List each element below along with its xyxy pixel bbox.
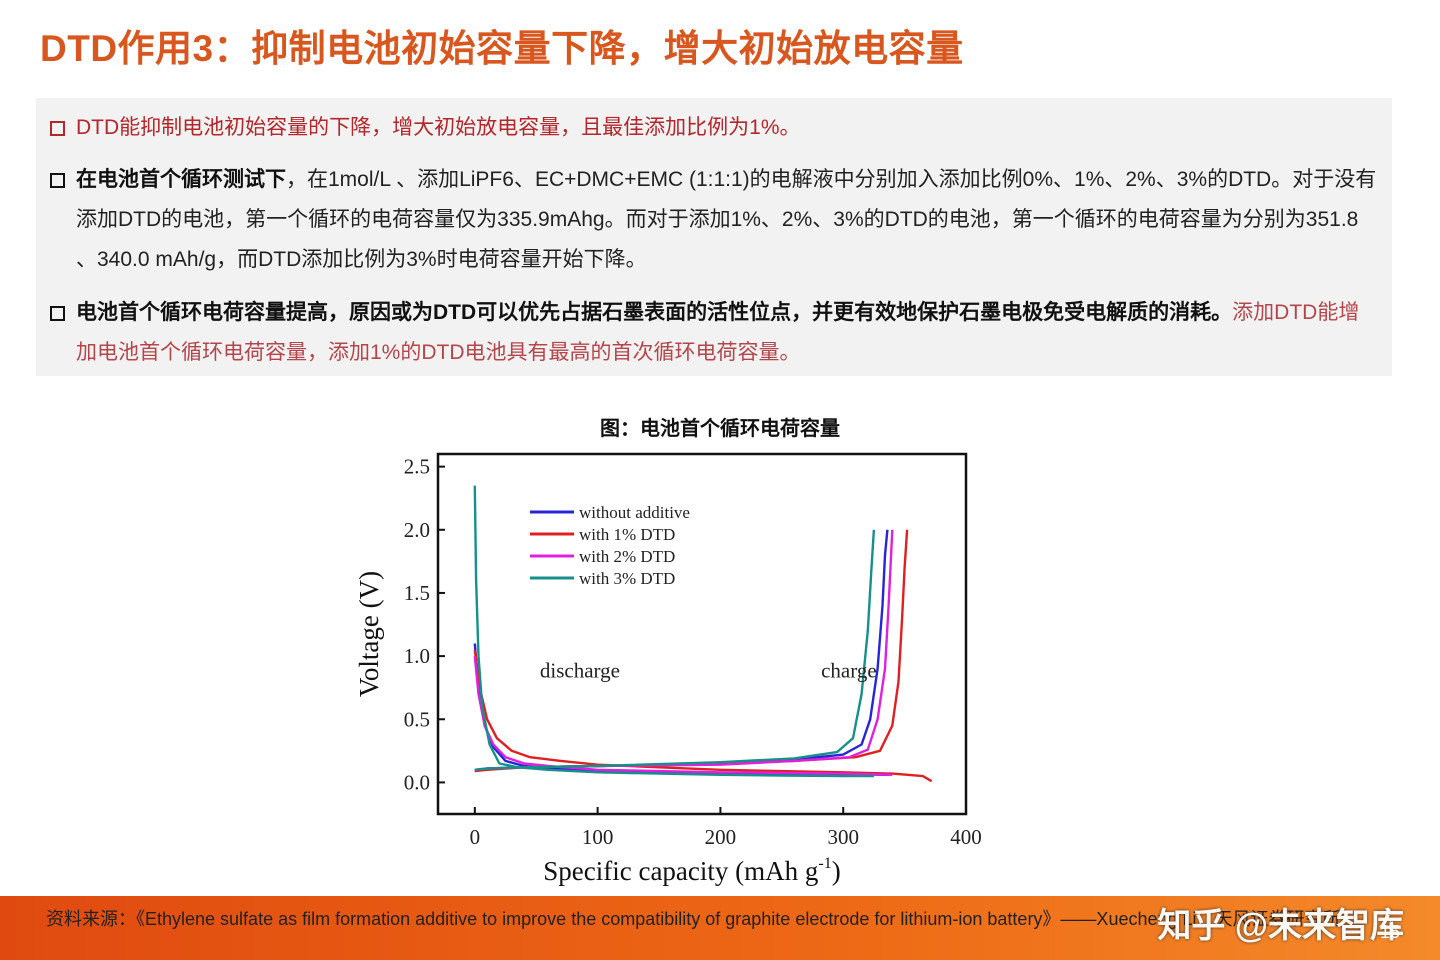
annotation-charge: charge (821, 659, 877, 683)
y-tick-label: 1.0 (404, 644, 430, 668)
plot-frame (436, 452, 968, 816)
bullet-3-highlight: 添加DTD能增加电池首个循环电荷容量，添加1%的DTD电池具有最高的首次循环电荷… (76, 301, 1360, 364)
x-axis-label-close: ) (832, 856, 841, 886)
y-tick-label: 2.5 (404, 455, 430, 479)
series-line-4-discharge (473, 485, 874, 778)
y-tick-label: 1.5 (404, 581, 430, 605)
info-box: DTD能抑制电池初始容量的下降，增大初始放电容量，且最佳添加比例为1%。 在电池… (36, 98, 1392, 376)
series-line-2-discharge (473, 649, 933, 783)
x-axis-label: Specific capacity (mAh g-1) (543, 855, 840, 886)
legend-label: with 1% DTD (579, 525, 675, 544)
square-bullet-icon (50, 306, 65, 321)
x-tick-label: 300 (827, 825, 859, 849)
x-tick-label: 100 (582, 825, 614, 849)
legend-label: without additive (579, 503, 690, 522)
bullet-3: 电池首个循环电荷容量提高，原因或为DTD可以优先占据石墨表面的活性位点，并更有效… (50, 293, 1380, 373)
x-tick-label: 400 (950, 825, 982, 849)
x-tick-label: 0 (470, 825, 481, 849)
bullet-3-text: 电池首个循环电荷容量提高，原因或为DTD可以优先占据石墨表面的活性位点，并更有效… (76, 293, 1380, 373)
bullet-3-bold: 电池首个循环电荷容量提高，原因或为DTD可以优先占据石墨表面的活性位点，并更有效… (76, 301, 1233, 324)
bullet-1: DTD能抑制电池初始容量的下降，增大初始放电容量，且最佳添加比例为1%。 (50, 108, 1380, 148)
bullet-2-text: 在电池首个循环测试下，在1mol/L 、添加LiPF6、EC+DMC+EMC (… (76, 160, 1380, 280)
bullet-2-rest: ，在1mol/L 、添加LiPF6、EC+DMC+EMC (1:1:1)的电解液… (76, 168, 1377, 271)
series-line-4-charge (474, 529, 876, 771)
page-number: 15 (1379, 922, 1400, 942)
source-text: 资料来源：《Ethylene sulfate as film formation… (46, 909, 1341, 929)
y-tick-label: 0.5 (404, 707, 430, 731)
y-tick-label: 0.0 (404, 770, 430, 794)
annotation-discharge: discharge (540, 659, 620, 683)
bullet-2: 在电池首个循环测试下，在1mol/L 、添加LiPF6、EC+DMC+EMC (… (50, 160, 1380, 280)
x-axis-label-main: Specific capacity (mAh g (543, 856, 818, 886)
watermark: 知乎 @未来智库 (1157, 907, 1404, 945)
figure-caption: 图：电池首个循环电荷容量 (600, 418, 840, 440)
square-bullet-icon (50, 173, 65, 188)
slide-title: DTD作用3：抑制电池初始容量下降，增大初始放电容量 (40, 28, 964, 69)
series-group (473, 485, 933, 783)
bullet-2-bold: 在电池首个循环测试下 (76, 168, 286, 191)
bullet-1-text: DTD能抑制电池初始容量的下降，增大初始放电容量，且最佳添加比例为1%。 (76, 116, 801, 139)
y-axis-label: Voltage (V) (354, 571, 384, 697)
voltage-capacity-chart: 0 100 200 300 400 0.0 0.5 1.0 1.5 2.0 2.5 Specific … (354, 452, 982, 886)
legend-label: with 2% DTD (579, 547, 675, 566)
legend-label: with 3% DTD (579, 569, 675, 588)
square-bullet-icon (50, 121, 65, 136)
footer-bar: 资料来源：《Ethylene sulfate as film formation… (0, 896, 1440, 960)
x-tick-label: 200 (705, 825, 737, 849)
y-tick-label: 2.0 (404, 518, 430, 542)
x-axis-label-sup: -1 (818, 855, 831, 872)
